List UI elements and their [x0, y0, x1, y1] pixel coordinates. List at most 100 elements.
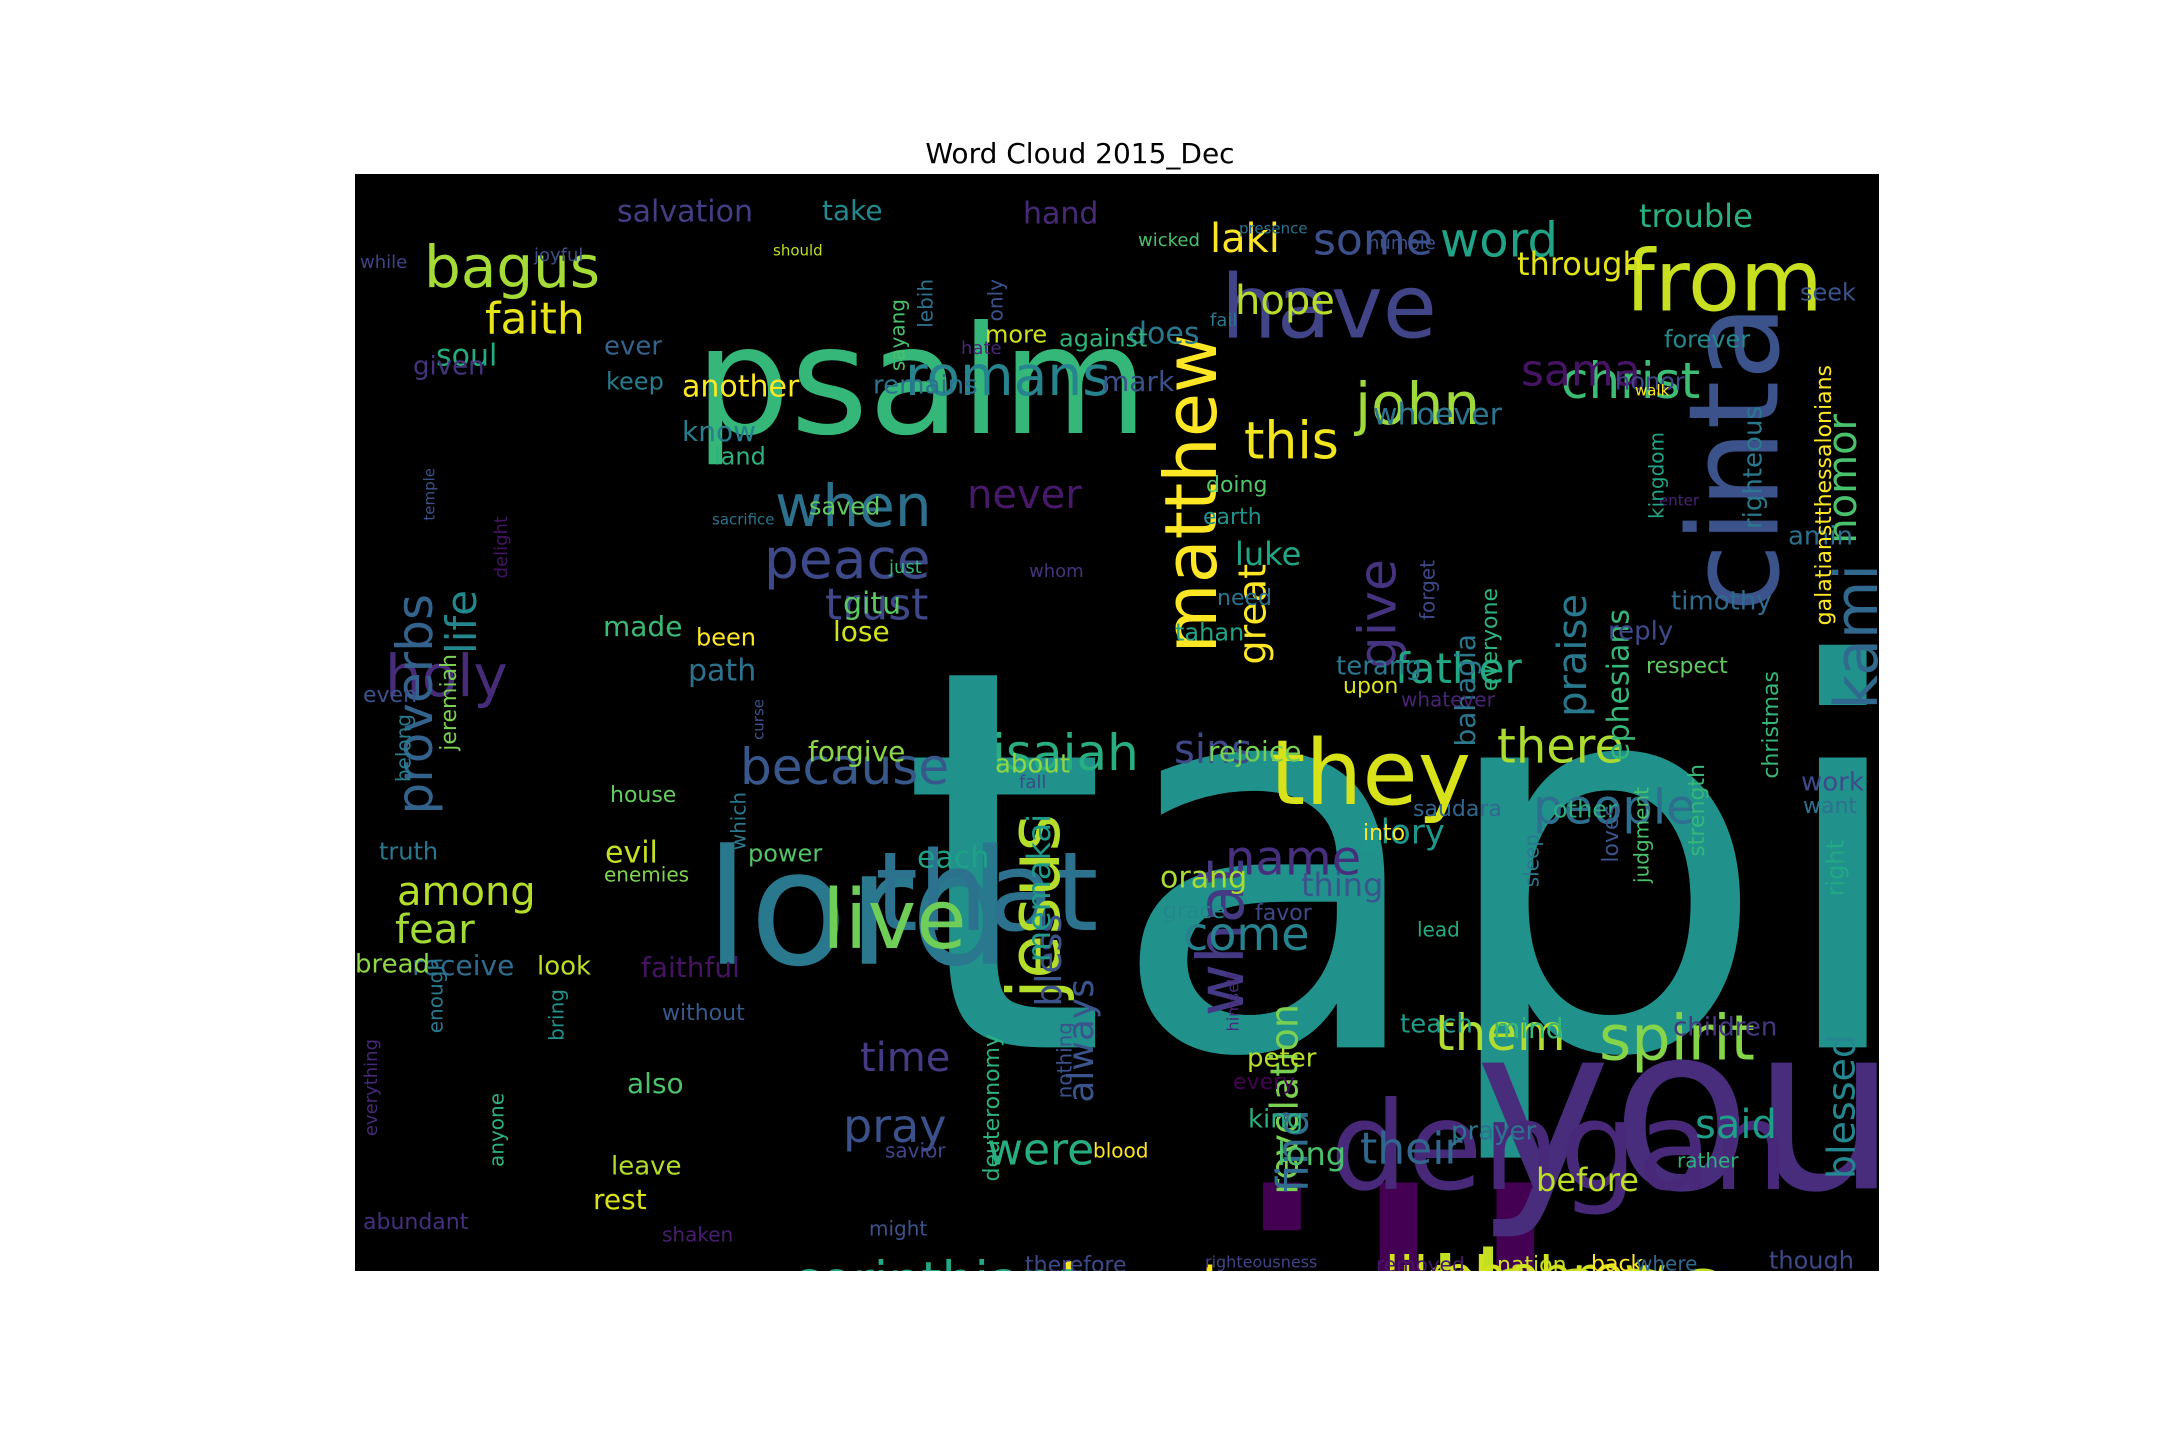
- cloud-word-have: have: [1221, 256, 1437, 359]
- cloud-word-christ: christ: [1561, 352, 1700, 410]
- cloud-word-live: live: [822, 873, 967, 968]
- word-cloud-svg: tapiwillyour psalm lord cinta dengan those tha…: [355, 194, 1879, 1271]
- cloud-word-through: through: [1517, 245, 1643, 283]
- cloud-word-never: never: [967, 472, 1082, 518]
- cloud-word-abundant: abundant: [363, 1210, 469, 1235]
- cloud-word-john: john: [1353, 370, 1480, 438]
- cloud-word-trust: trust: [825, 579, 928, 630]
- cloud-word-grace: grace: [1163, 899, 1225, 924]
- cloud-word-about: about: [995, 749, 1070, 779]
- cloud-word-spirit: spirit: [1599, 1001, 1755, 1074]
- cloud-word-trouble: trouble: [1639, 197, 1753, 235]
- cloud-word-where: where: [1636, 1252, 1697, 1271]
- cloud-word-timothy: timothy: [1671, 586, 1772, 616]
- cloud-word-luke: luke: [1235, 535, 1301, 573]
- cloud-word-therefore: therefore: [1025, 1253, 1127, 1271]
- cloud-word-know: know: [682, 415, 756, 448]
- cloud-word-king: king: [1248, 1104, 1303, 1134]
- cloud-word-other: other: [1553, 796, 1617, 824]
- cloud-word-sayang: sayang: [886, 299, 910, 371]
- cloud-word-prayer: prayer: [1451, 1116, 1537, 1146]
- cloud-word-jesus: jesus: [992, 814, 1076, 1001]
- cloud-word-sama: sama: [1521, 345, 1641, 396]
- cloud-word-path: path: [688, 653, 756, 688]
- cloud-word-lebih: lebih: [914, 279, 938, 328]
- cloud-word-without: without: [662, 1001, 745, 1026]
- cloud-word-every: every: [1233, 1070, 1295, 1095]
- cloud-word-always: always: [1061, 979, 1102, 1103]
- cloud-word-likehebrew: likehebrew: [1385, 1247, 1667, 1271]
- cloud-word-when: when: [775, 472, 932, 540]
- cloud-word-said: said: [1695, 1102, 1777, 1148]
- cloud-word-presence: presence: [1239, 220, 1308, 238]
- cloud-word-strength: strength: [1685, 764, 1710, 857]
- cloud-word-tahan: tahan: [1175, 619, 1244, 647]
- cloud-word-sleep: sleep: [1520, 834, 1544, 887]
- cloud-word-work: work: [1801, 767, 1864, 797]
- cloud-word-should: should: [773, 242, 823, 260]
- cloud-word-receive: receive: [412, 949, 514, 982]
- cloud-word-galatianstthessalonians: galatianstthessalonians: [1812, 365, 1837, 625]
- cloud-word-temple: temple: [421, 468, 439, 521]
- cloud-word-rest: rest: [593, 1183, 647, 1216]
- cloud-word-whoever: whoever: [1373, 397, 1503, 432]
- cloud-word-come: come: [1183, 907, 1310, 961]
- cloud-word-among: among: [397, 869, 536, 915]
- cloud-word-nothing: nothing: [1053, 1022, 1077, 1098]
- cloud-word-remains: remains: [873, 370, 978, 400]
- cloud-word-jeremiah: jeremiah: [437, 654, 462, 752]
- cloud-word-rejoice: rejoice: [1208, 735, 1301, 768]
- cloud-word-faith: faith: [485, 293, 585, 344]
- cloud-word-seek: seek: [1800, 279, 1856, 307]
- cloud-word-give: give: [1349, 559, 1409, 669]
- cloud-word-whom: whom: [1029, 561, 1084, 582]
- cloud-word-need: need: [1217, 586, 1272, 611]
- cloud-word-just: just: [888, 557, 922, 578]
- cloud-word-revelation: revelation: [1263, 1004, 1307, 1195]
- cloud-word-lead: lead: [1417, 918, 1460, 942]
- cloud-word-sins: sins: [1174, 727, 1252, 773]
- cloud-word-deuteronomy: deuteronomy: [980, 1034, 1005, 1181]
- cloud-word-people: people: [1533, 779, 1696, 835]
- cloud-word-reply: reply: [1608, 616, 1673, 646]
- cloud-word-rather: rather: [1677, 1149, 1739, 1173]
- cloud-word-forget: forget: [1416, 560, 1440, 620]
- cloud-word-judgment: judgment: [1630, 787, 1654, 884]
- cloud-word-savior: savior: [885, 1139, 946, 1163]
- cloud-word-respect: respect: [1646, 654, 1728, 679]
- cloud-word-another: another: [682, 369, 800, 404]
- cloud-word-belong: belong: [392, 714, 416, 782]
- cloud-word-enemies: enemies: [604, 863, 689, 887]
- cloud-word-that: that: [875, 828, 1098, 956]
- cloud-word-while: while: [360, 252, 407, 273]
- cloud-word-curse: curse: [750, 699, 768, 740]
- cloud-word-great: great: [1231, 564, 1275, 664]
- cloud-word-teach: teach: [1400, 1009, 1473, 1039]
- cloud-word-forever: forever: [1664, 326, 1750, 354]
- cloud-word-only: only: [984, 279, 1008, 321]
- cloud-word-does: does: [1128, 316, 1199, 351]
- cloud-word-they: they: [1270, 721, 1471, 826]
- cloud-word-wicked: wicked: [1138, 230, 1200, 251]
- cloud-word-bless: bless: [1029, 914, 1070, 1007]
- cloud-word-hand: hand: [1023, 196, 1098, 231]
- cloud-word-forgive: forgive: [808, 735, 905, 768]
- cloud-word-joyful: joyful: [533, 245, 583, 266]
- word-cloud-canvas: tapiwillyour psalm lord cinta dengan those tha…: [355, 174, 1879, 1271]
- cloud-word-terang: terang: [1336, 651, 1422, 681]
- cloud-word-fall: fall: [1019, 772, 1046, 793]
- cloud-word-because: because: [740, 738, 949, 796]
- cloud-word-there: there: [1497, 718, 1624, 774]
- cloud-word-ephesians: ephesians: [1601, 609, 1636, 761]
- cloud-word-long: long: [1277, 1135, 1346, 1173]
- cloud-word-look: look: [537, 951, 591, 981]
- figure-title: Word Cloud 2015_Dec: [925, 137, 1235, 170]
- cloud-word-each: each: [917, 840, 989, 875]
- cloud-word-humble: humble: [1368, 233, 1436, 254]
- cloud-word-given: given: [413, 351, 485, 381]
- cloud-word-orang: orang: [1160, 860, 1247, 895]
- cloud-word-find: find: [1267, 1109, 1318, 1193]
- cloud-word-into: into: [1363, 821, 1405, 846]
- cloud-word-bagus: bagus: [424, 233, 600, 301]
- cloud-word-before: before: [1536, 1161, 1639, 1199]
